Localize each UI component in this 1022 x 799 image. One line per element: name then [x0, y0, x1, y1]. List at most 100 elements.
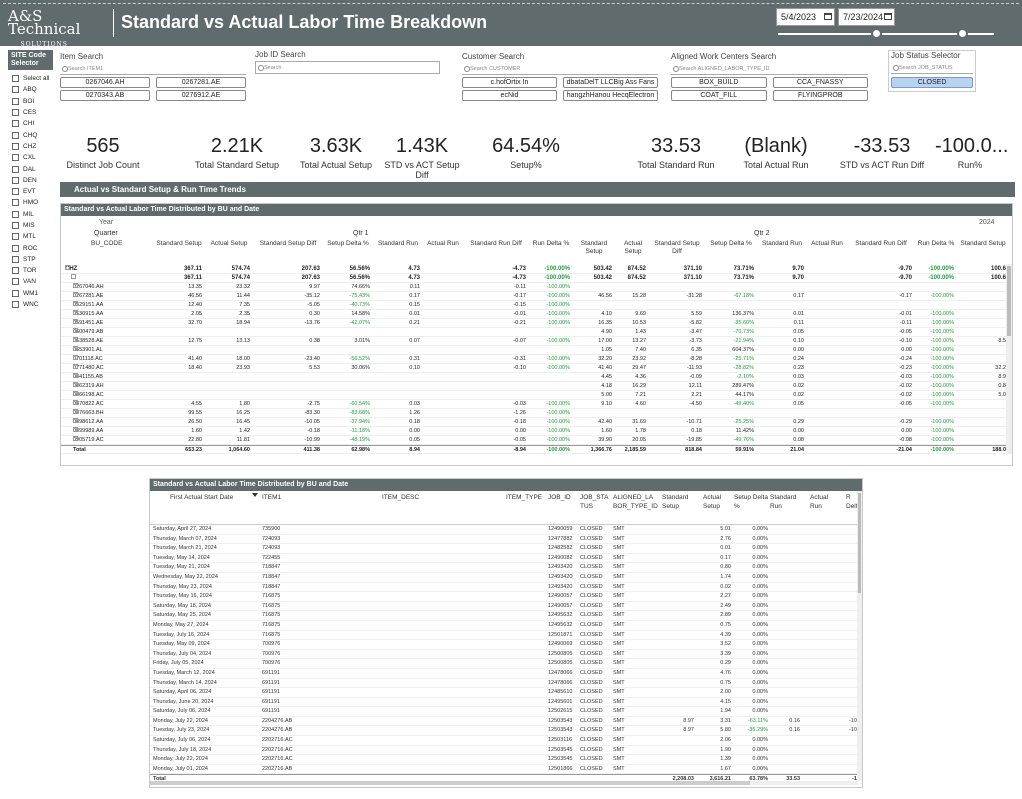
customer-chip[interactable]: dbataDelT LLCBig Ass Fans — [563, 77, 658, 88]
expand-icon[interactable] — [73, 337, 78, 342]
checkbox[interactable] — [12, 131, 19, 139]
checkbox[interactable] — [12, 120, 19, 128]
checkbox[interactable] — [12, 210, 19, 218]
wc-chip[interactable]: BOX_BUILD — [671, 77, 767, 88]
site-option[interactable]: CXL — [8, 152, 53, 163]
detail-row[interactable]: Saturday, April 06, 2024 691191 12485610 CL… — [150, 688, 862, 698]
checkbox[interactable] — [12, 109, 19, 117]
item-chip[interactable]: 0267281.AE — [156, 77, 246, 88]
detail-row[interactable]: Monday, July 22, 2024 2204276.AB 12503543 C… — [150, 717, 862, 727]
detail-row[interactable]: Thursday, May 16, 2024 716875 12490057 CLOS… — [150, 592, 862, 602]
checkbox[interactable] — [12, 86, 19, 94]
expand-icon[interactable] — [73, 382, 78, 387]
date-range-slider[interactable] — [778, 33, 994, 35]
detail-row[interactable]: Friday, July 05, 2024 700976 12500805 CLOSE… — [150, 659, 862, 669]
matrix-row[interactable]: 0591451.AE 32.70 18.94 -13.76 -42.07% 0.21 -0.… — [61, 319, 1012, 328]
checkbox[interactable] — [12, 176, 19, 184]
calendar-icon[interactable] — [884, 13, 892, 20]
matrix-row[interactable]: 367.11 574.74 207.63 56.56% 4.73 -4.73 -100.00… — [61, 274, 1012, 283]
detail-col-header[interactable]: First Actual Start Date — [170, 494, 234, 501]
checkbox[interactable] — [12, 301, 19, 309]
checkbox[interactable] — [12, 188, 19, 196]
expand-icon[interactable] — [73, 346, 78, 351]
matrix-row[interactable]: 0899989.AA 1.60 1.42 -0.18 -11.18% 0.00 0.00 -1… — [61, 427, 1012, 436]
expand-icon[interactable] — [73, 301, 78, 306]
detail-horizontal-scrollbar[interactable] — [150, 781, 858, 785]
site-option[interactable]: MIL — [8, 209, 53, 220]
detail-col-header[interactable]: Actual Setup — [703, 494, 722, 510]
detail-row[interactable]: Saturday, July 06, 2024 691191 12502615 CLO… — [150, 707, 862, 717]
customer-chip[interactable]: c.hofOrtix In — [462, 77, 557, 88]
matrix-row[interactable]: 0898612.AA 26.50 16.45 -10.05 -37.94% 0.18 -0.… — [61, 418, 1012, 427]
detail-row[interactable]: Tuesday, July 23, 2024 2204276.AB 12503543… — [150, 726, 862, 737]
matrix-col-header[interactable]: Actual Run — [427, 240, 459, 247]
expand-icon[interactable] — [65, 265, 70, 270]
site-option[interactable]: CES — [8, 107, 53, 118]
site-option[interactable]: Select all — [8, 73, 53, 84]
matrix-row[interactable]: 0841155.AB 4.45 4.36 -0.09 -2.10% 0.03 -0.03 -1… — [61, 373, 1012, 382]
expand-icon[interactable] — [73, 436, 78, 441]
expand-icon[interactable] — [73, 283, 78, 288]
sort-desc-icon[interactable] — [252, 493, 258, 497]
job-id-search-input[interactable]: Search — [255, 61, 440, 74]
checkbox[interactable] — [12, 244, 19, 252]
expand-icon[interactable] — [73, 409, 78, 414]
matrix-row[interactable]: CHZ 367.11 574.74 207.63 56.56% 4.73 -4.73 -100… — [61, 265, 1012, 274]
customer-search-input[interactable]: Search CUSTOMER — [462, 63, 658, 75]
matrix-col-header[interactable]: Setup Delta % — [327, 240, 369, 247]
detail-row[interactable]: Wednesday, May 22, 2024 718847 12493420 CLO… — [150, 573, 862, 583]
detail-row[interactable]: Tuesday, May 21, 2024 718847 12493420 CLOSE… — [150, 563, 862, 573]
site-option[interactable]: CHI — [8, 118, 53, 129]
expand-icon[interactable] — [73, 319, 78, 324]
site-option[interactable]: CHZ — [8, 141, 53, 152]
detail-col-header[interactable]: Setup Delta % — [734, 494, 768, 510]
matrix-col-header[interactable]: Actual Run — [811, 240, 843, 247]
detail-row[interactable]: Tuesday, May 09, 2024 700976 12490069 CLOSE… — [150, 640, 862, 650]
end-date-input[interactable]: 7/23/2024 — [838, 8, 895, 26]
detail-row[interactable]: Tuesday, March 12, 2024 691191 12478066 CLO… — [150, 669, 862, 679]
item-search-input[interactable]: Search ITEM1 — [60, 63, 246, 75]
wc-chip[interactable]: COAT_FILL — [671, 90, 767, 101]
matrix-col-header[interactable]: Standard Run — [761, 240, 803, 247]
detail-col-header[interactable]: JOB_ID — [548, 494, 571, 501]
site-option[interactable]: CHQ — [8, 129, 53, 140]
site-option[interactable]: VAN — [8, 276, 53, 287]
detail-vertical-scrollbar[interactable] — [857, 491, 862, 781]
detail-col-header[interactable]: JOB_STA TUS — [580, 494, 609, 510]
detail-col-header[interactable]: Standard Setup — [662, 494, 689, 510]
status-chip-closed[interactable]: CLOSED — [891, 77, 973, 88]
matrix-row[interactable]: 0530915.AA 2.05 2.35 0.30 14.58% 0.01 -0.01 -10… — [61, 310, 1012, 319]
checkbox[interactable] — [12, 233, 19, 241]
detail-row[interactable]: Monday, July 22, 2024 2202716.AC 12503545 C… — [150, 755, 862, 765]
expand-icon[interactable] — [73, 427, 78, 432]
matrix-col-header[interactable]: Run Delta % — [917, 240, 955, 247]
detail-col-header[interactable]: ITEM1 — [262, 494, 282, 501]
site-option[interactable]: HMO — [8, 197, 53, 208]
matrix-row[interactable]: 0862319.AH 4.18 16.29 12.11 289.47% 0.02 -0.02… — [61, 382, 1012, 391]
matrix-row[interactable]: 0653901.AL 1.05 7.40 6.35 604.37% 0.00 0.00 -10… — [61, 346, 1012, 355]
detail-row[interactable]: Thursday, July 18, 2024 2202716.AC 1250354… — [150, 746, 862, 756]
matrix-row[interactable]: 0701118.AC 41.40 18.00 -23.40 -56.52% 0.31 -0.… — [61, 355, 1012, 364]
detail-col-header[interactable]: Standard Run — [770, 494, 797, 510]
detail-row[interactable]: Thursday, June 20, 2024 691191 12495601 CLO… — [150, 698, 862, 708]
matrix-row[interactable]: 0870822.AC 4.55 1.80 -2.75 -60.54% 0.03 -0.03 -… — [61, 400, 1012, 409]
wc-chip[interactable]: CCA_FNASSY — [772, 77, 868, 88]
detail-row[interactable]: Saturday, April 27, 2024 735900 12490059 CL… — [150, 525, 862, 535]
detail-col-header[interactable]: ITEM_DESC — [382, 494, 420, 501]
expand-icon[interactable] — [73, 364, 78, 369]
matrix-row[interactable]: Total 653.23 1,064.60 411.38 62.98% 8.94 -8.94… — [61, 445, 1012, 454]
expand-icon[interactable] — [73, 328, 78, 333]
matrix-col-header[interactable]: Run Delta % — [532, 240, 570, 247]
checkbox[interactable] — [12, 165, 19, 173]
detail-row[interactable]: Saturday, May 18, 2024 716875 12490057 CLOS… — [150, 602, 862, 612]
checkbox[interactable] — [12, 255, 19, 263]
matrix-row[interactable]: 0771480.AC 18.40 23.93 5.53 30.06% 0.10 -0.10 -… — [61, 364, 1012, 373]
detail-row[interactable]: Thursday, July 04, 2024 700976 12500805 CLO… — [150, 650, 862, 660]
detail-row[interactable]: Monday, May 27, 2024 716875 12495632 CLOSED… — [150, 621, 862, 631]
detail-col-header[interactable]: Actual Run — [810, 494, 829, 510]
site-option[interactable]: BOI — [8, 96, 53, 107]
detail-row[interactable]: Saturday, July 06, 2024 2202716.AC 1250311… — [150, 736, 862, 746]
matrix-col-header[interactable]: Actual Setup — [623, 240, 643, 255]
expand-icon[interactable] — [73, 400, 78, 405]
matrix-row[interactable]: 0866198.AC 5.00 7.21 2.21 44.17% 0.02 -0.02 -10… — [61, 391, 1012, 400]
